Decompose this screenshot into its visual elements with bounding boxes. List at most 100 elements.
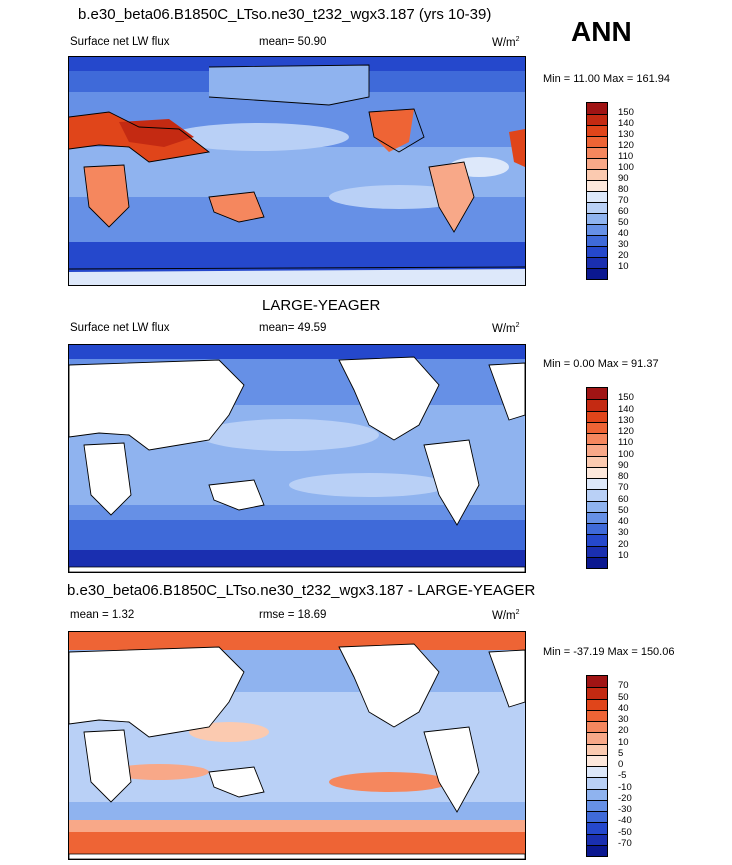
panel3-colorbar-swatch: [587, 788, 607, 800]
panel1-colorbar-tick-label: 150: [618, 107, 634, 118]
panel3-colorbar-tick-label: -5: [618, 770, 627, 782]
panel2-minmax: Min = 0.00 Max = 91.37: [543, 358, 659, 370]
panel3-colorbar-tick-label: 70: [618, 680, 629, 692]
panel3-colorbar-tick-label: -20: [618, 792, 632, 804]
panel1-colorbar-tick-label: 90: [618, 173, 629, 184]
panel1-colorbar-swatch: [587, 268, 607, 279]
panel1-unit: W/m2: [492, 36, 520, 49]
panel2-colorbar-swatch: [587, 489, 607, 501]
panel2-colorbar-swatch: [587, 500, 607, 512]
panel2-title: LARGE-YEAGER: [262, 297, 381, 314]
panel1-colorbar-swatch: [587, 213, 607, 224]
panel3-colorbar-tick-label: 40: [618, 702, 629, 714]
panel3-colorbar-tick-label: -10: [618, 781, 632, 793]
panel1-colorbar-tick-label: 70: [618, 195, 629, 206]
panel3-colorbar-swatch: [587, 844, 607, 856]
panel2-colorbar-tick-label: 20: [618, 538, 629, 550]
panel2-colorbar-swatch: [587, 388, 607, 400]
panel2-colorbar-swatch: [587, 523, 607, 535]
panel3-colorbar: [586, 675, 608, 857]
panel2-colorbar-tick-label: 60: [618, 493, 629, 505]
panel3-colorbar-swatch: [587, 799, 607, 811]
panel1-colorbar-swatch: [587, 103, 607, 114]
panel2-colorbar-tick-label: 80: [618, 471, 629, 482]
panel2-colorbar-swatch: [587, 410, 607, 422]
panel1-variable: Surface net LW flux: [70, 36, 170, 48]
season-label: ANN: [571, 16, 632, 47]
panel2-colorbar-swatch: [587, 556, 607, 568]
panel2-colorbar-tick-label: 10: [618, 549, 629, 561]
panel2-colorbar-swatch: [587, 534, 607, 546]
panel3-colorbar-swatch: [587, 732, 607, 744]
panel2-colorbar: [586, 387, 608, 569]
panel1-colorbar-tick-label: 100: [618, 162, 634, 173]
panel2-colorbar-tick-label: 130: [618, 414, 634, 426]
panel3-colorbar-tick-label: -50: [618, 826, 632, 838]
panel2-colorbar-swatch: [587, 444, 607, 456]
panel3-colorbar-swatch: [587, 754, 607, 766]
panel1-colorbar-tick-label: 10: [618, 261, 629, 272]
panel2-colorbar-tick-label: 140: [618, 403, 634, 415]
panel1-colorbar-swatch: [587, 114, 607, 125]
panel1-colorbar-swatch: [587, 136, 607, 147]
panel3-colorbar-tick-label: -30: [618, 804, 632, 815]
panel1-colorbar-swatch: [587, 158, 607, 169]
panel1-colorbar-swatch: [587, 235, 607, 246]
panel3-colorbar-swatch: [587, 777, 607, 789]
panel2-colorbar-swatch: [587, 433, 607, 445]
panel1-colorbar-swatch: [587, 224, 607, 235]
panel2-colorbar-tick-label: 110: [618, 437, 634, 449]
panel1-colorbar-tick-label: 60: [618, 206, 629, 217]
panel3-colorbar-swatch: [587, 676, 607, 688]
panel1-colorbar-swatch: [587, 169, 607, 180]
panel3-colorbar-swatch: [587, 743, 607, 755]
panel2-map-svg: [69, 345, 525, 572]
panel1-colorbar-tick-label: 40: [618, 228, 629, 239]
panel1-colorbar: [586, 102, 608, 280]
panel3-colorbar-tick-label: -70: [618, 837, 632, 849]
panel1-colorbar-tick-label: 20: [618, 250, 629, 261]
panel2-colorbar-swatch: [587, 545, 607, 557]
panel1-colorbar-tick-label: 120: [618, 140, 634, 151]
panel3-minmax: Min = -37.19 Max = 150.06: [543, 646, 675, 658]
panel2-variable: Surface net LW flux: [70, 322, 170, 334]
panel1-colorbar-swatch: [587, 257, 607, 268]
panel2-colorbar-tick-label: 100: [618, 448, 634, 460]
panel2-colorbar-tick-label: 40: [618, 516, 629, 527]
panel2-colorbar-swatch: [587, 466, 607, 478]
panel2-colorbar-tick-label: 70: [618, 482, 629, 494]
panel1-colorbar-tick-label: 30: [618, 239, 629, 250]
panel3-rmse: rmse = 18.69: [259, 609, 327, 621]
panel3-colorbar-tick-label: 0: [618, 759, 624, 770]
panel3-colorbar-tick-label: 20: [618, 725, 629, 737]
panel2-colorbar-tick-label: 90: [618, 459, 629, 471]
panel1-title: b.e30_beta06.B1850C_LTso.ne30_t232_wgx3.…: [78, 6, 492, 23]
panel3-colorbar-swatch: [587, 822, 607, 834]
panel3-colorbar-swatch: [587, 687, 607, 699]
panel2-colorbar-tick-label: 150: [618, 392, 634, 404]
panel2-colorbar-swatch: [587, 478, 607, 490]
panel2-colorbar-tick-label: 50: [618, 504, 629, 516]
panel3-colorbar-swatch: [587, 833, 607, 845]
panel1-colorbar-swatch: [587, 191, 607, 202]
panel1-colorbar-tick-label: 110: [618, 151, 634, 162]
panel1-map-svg: [69, 57, 525, 285]
panel2-colorbar-swatch: [587, 455, 607, 467]
panel1-colorbar-tick-label: 80: [618, 184, 629, 195]
panel1-colorbar-swatch: [587, 125, 607, 136]
panel1-colorbar-tick-label: 140: [618, 118, 634, 129]
panel3-title: b.e30_beta06.B1850C_LTso.ne30_t232_wgx3.…: [67, 582, 536, 599]
panel3-colorbar-swatch: [587, 721, 607, 733]
panel3-unit: W/m2: [492, 609, 520, 622]
panel1-colorbar-tick-label: 130: [618, 129, 634, 140]
panel3-colorbar-tick-label: 30: [618, 714, 629, 725]
panel1-colorbar-swatch: [587, 180, 607, 191]
panel2-colorbar-swatch: [587, 511, 607, 523]
panel3-colorbar-tick-label: -40: [618, 815, 632, 827]
panel3-colorbar-swatch: [587, 766, 607, 778]
panel2-colorbar-swatch: [587, 421, 607, 433]
panel3-mean: mean = 1.32: [70, 609, 135, 621]
panel3-colorbar-tick-label: 50: [618, 691, 629, 703]
panel1-map: [68, 56, 526, 286]
panel2-colorbar-tick-label: 30: [618, 527, 629, 539]
